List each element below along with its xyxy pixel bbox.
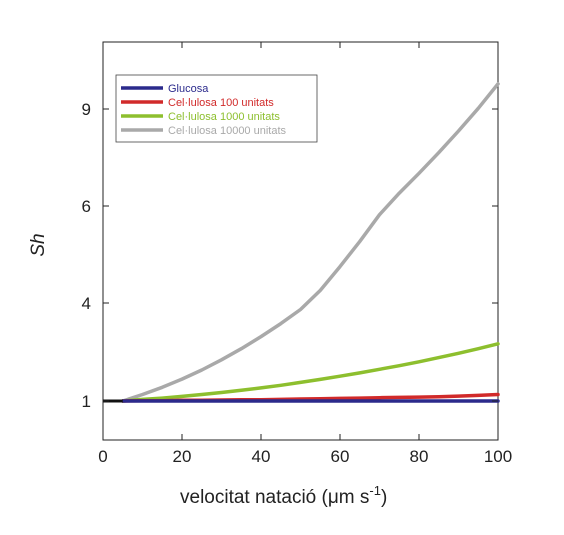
series-line-2	[121, 342, 500, 403]
legend-items: Glucosa Cel·lulosa 100 unitats Cel·lulosa …	[121, 83, 287, 137]
x-tick-label: 0	[98, 447, 107, 466]
y-tick-label: 1	[82, 392, 91, 411]
legend-label-0: Glucosa	[168, 83, 209, 95]
x-tick-label: 100	[484, 447, 512, 466]
legend-label-1: Cel·lulosa 100 unitats	[168, 97, 274, 109]
series-layer	[103, 82, 500, 403]
x-axis-title-sup: -1	[369, 483, 381, 498]
x-tick-label: 60	[331, 447, 350, 466]
x-tick-label: 80	[410, 447, 429, 466]
y-tick-label: 4	[82, 294, 91, 313]
y-tick-label: 6	[82, 197, 91, 216]
legend-label-2: Cel·lulosa 1000 unitats	[168, 111, 280, 123]
y-axis-title: Sh	[28, 233, 49, 256]
legend-label-3: Cel·lulosa 10000 unitats	[168, 125, 287, 137]
x-axis-title: velocitat natació (μm s-1)	[180, 483, 387, 508]
tick-layer: 0 20 40 60 80 100 1 4 6 9	[82, 42, 512, 466]
y-tick-label: 9	[82, 100, 91, 119]
legend: Glucosa Cel·lulosa 100 unitats Cel·lulosa …	[115, 74, 318, 143]
x-tick-label: 20	[173, 447, 192, 466]
x-tick-label: 40	[252, 447, 271, 466]
series-line-3	[121, 82, 500, 403]
